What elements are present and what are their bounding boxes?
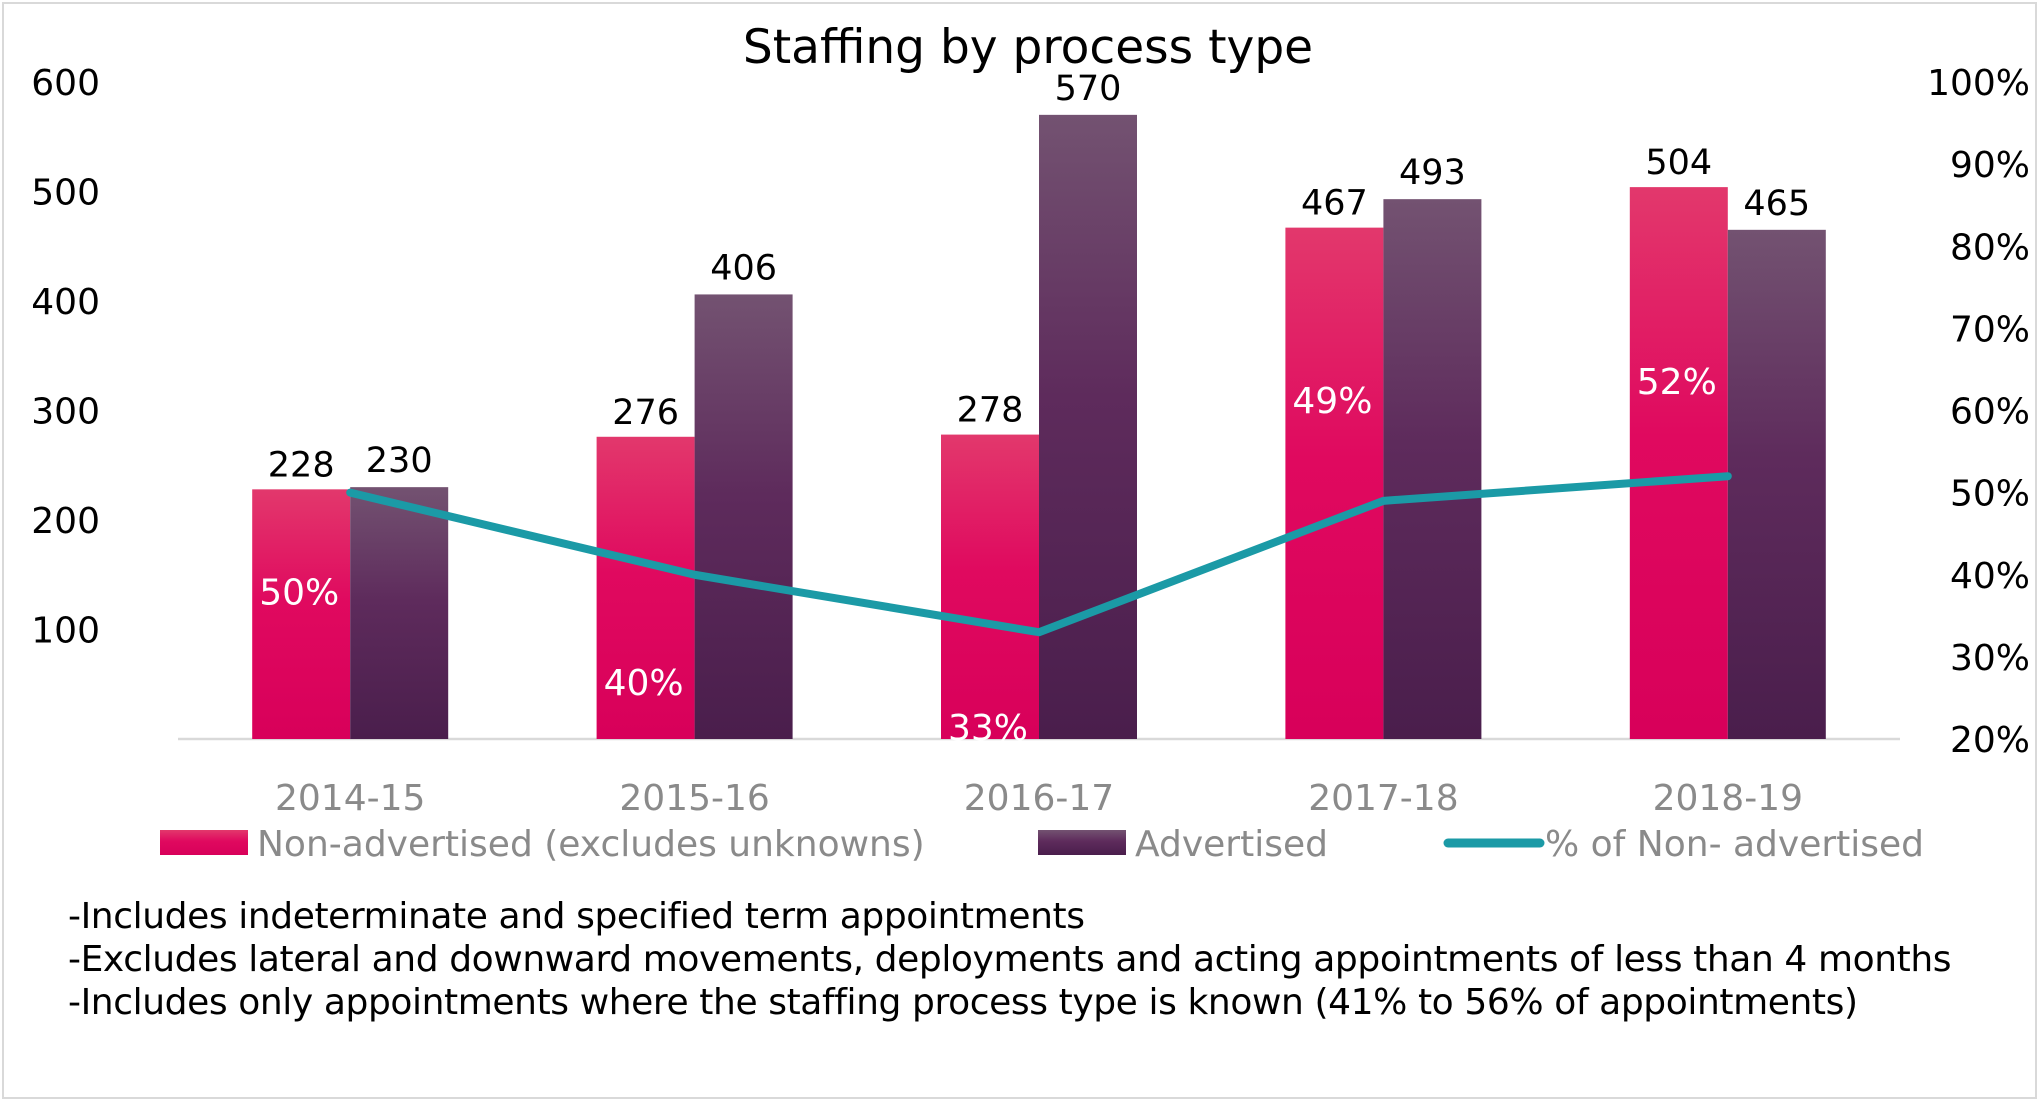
- y-right-tick-label: 50%: [1950, 474, 2030, 515]
- y-right-tick-label: 60%: [1950, 392, 2030, 433]
- percent-data-label: 33%: [948, 708, 1028, 749]
- percent-data-label: 49%: [1292, 381, 1372, 422]
- percent-data-label: 50%: [259, 573, 339, 614]
- percent-data-label: 52%: [1637, 362, 1717, 403]
- x-tick-label: 2018-19: [1653, 778, 1803, 819]
- y-left-tick-label: 600: [31, 63, 100, 104]
- bar-advertised: [694, 294, 793, 739]
- y-left-tick-label: 500: [31, 173, 100, 214]
- note-3: -Includes only appointments where the st…: [68, 982, 1858, 1023]
- bar-advertised: [350, 487, 449, 739]
- bar-value-label: 467: [1301, 184, 1368, 224]
- bar-advertised: [1039, 114, 1137, 740]
- y-right-tick-label: 80%: [1950, 227, 2030, 268]
- bar-non-advertised: [596, 436, 695, 739]
- note-1: -Includes indeterminate and specified te…: [68, 896, 1085, 937]
- bar-value-label: 570: [1055, 69, 1122, 109]
- bar-value-label: 228: [268, 445, 335, 485]
- y-right-tick-label: 70%: [1950, 309, 2030, 350]
- legend-swatch: [160, 830, 248, 855]
- bar-value-label: 278: [957, 391, 1024, 431]
- chart-notes: -Includes indeterminate and specified te…: [68, 895, 1952, 1024]
- y-right-tick-label: 30%: [1950, 638, 2030, 679]
- bar-advertised: [1383, 199, 1482, 740]
- x-tick-label: 2015-16: [619, 778, 769, 819]
- bar-non-advertised: [252, 489, 351, 739]
- legend-swatch: [1038, 830, 1126, 855]
- y-right-tick-label: 20%: [1950, 720, 2030, 761]
- bar-value-label: 493: [1399, 153, 1466, 193]
- y-left-tick-label: 100: [31, 611, 100, 652]
- y-left-tick-label: 400: [31, 282, 100, 323]
- bar-value-label: 465: [1743, 184, 1810, 224]
- y-left-tick-label: 300: [31, 392, 100, 433]
- bar-non-advertised: [1629, 187, 1728, 739]
- bar-advertised: [1727, 229, 1826, 739]
- legend-label: % of Non- advertised: [1545, 824, 1924, 865]
- bar-value-label: 276: [612, 393, 679, 433]
- x-tick-label: 2016-17: [964, 778, 1114, 819]
- y-right-tick-label: 40%: [1950, 556, 2030, 597]
- note-2: -Excludes lateral and downward movements…: [68, 939, 1952, 980]
- y-right-tick-label: 90%: [1950, 145, 2030, 186]
- legend-label: Non-advertised (excludes unknowns): [257, 824, 925, 865]
- bar-value-label: 504: [1645, 143, 1712, 183]
- x-tick-label: 2014-15: [275, 778, 425, 819]
- percent-data-label: 40%: [604, 663, 684, 704]
- y-right-tick-label: 100%: [1927, 63, 2030, 104]
- y-left-tick-label: 200: [31, 501, 100, 542]
- bar-non-advertised: [941, 434, 1039, 739]
- chart-title: Staffing by process type: [743, 20, 1313, 75]
- legend-label: Advertised: [1135, 824, 1328, 865]
- percent-non-advertised-line: [346, 472, 1732, 637]
- bar-non-advertised: [1285, 227, 1384, 739]
- x-tick-label: 2017-18: [1308, 778, 1458, 819]
- bar-value-label: 406: [710, 248, 777, 288]
- bar-value-label: 230: [366, 441, 433, 481]
